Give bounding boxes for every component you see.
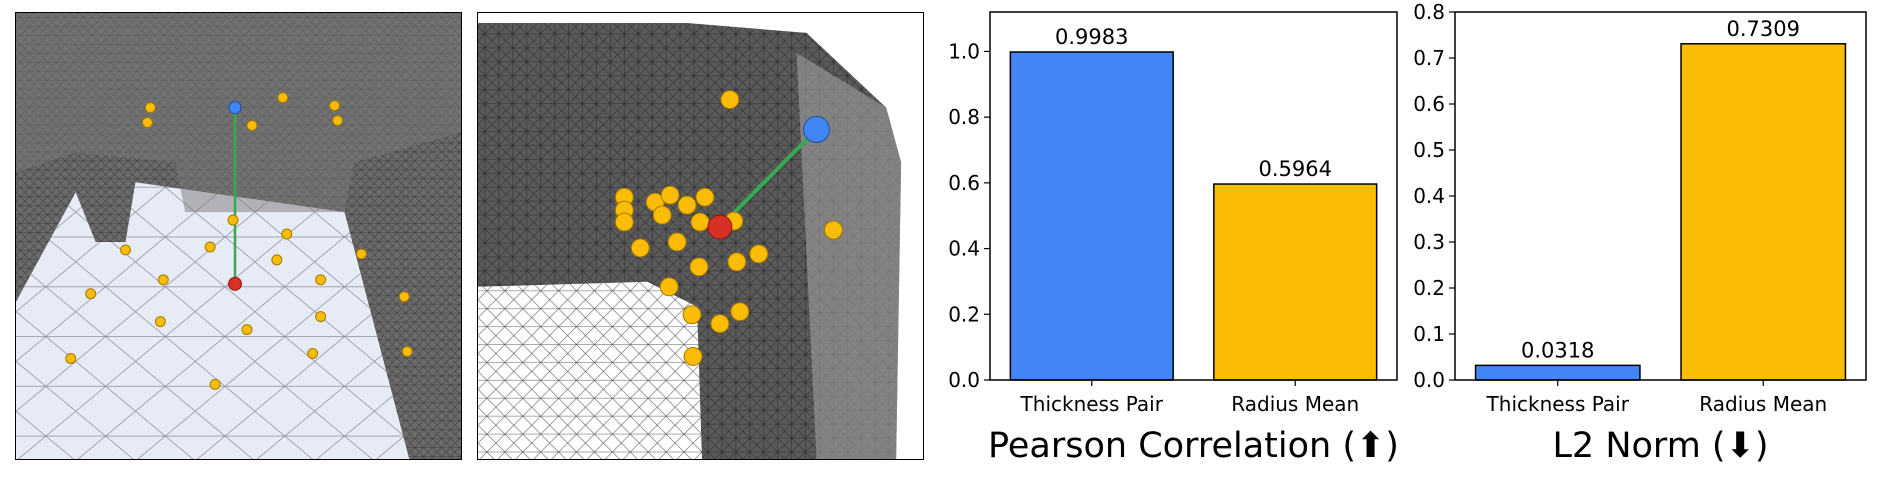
- undefined-ytick-label-3: 0.6: [948, 171, 980, 195]
- undefined-ytick-label-2: 0.2: [1413, 276, 1445, 300]
- mesh-render-front-icon: [16, 13, 461, 459]
- undefined-ytick-label-2: 0.4: [948, 237, 980, 261]
- undefined-ytick-label-0: 0.0: [948, 368, 980, 392]
- mesh-view-closeup: [477, 12, 924, 460]
- undefined-ytick-label-3: 0.3: [1413, 230, 1445, 254]
- undefined-ytick-label-8: 0.8: [1413, 0, 1445, 24]
- undefined-ytick-label-4: 0.8: [948, 105, 980, 129]
- undefined-category-label-0: Thickness Pair: [1020, 392, 1164, 416]
- undefined-plot-frame: [989, 11, 1398, 381]
- undefined-ytick-label-6: 0.6: [1413, 92, 1445, 116]
- undefined-ytick-label-4: 0.4: [1413, 184, 1445, 208]
- undefined-value-label-0: 0.0318: [1521, 338, 1594, 362]
- undefined-bar-0: [1009, 51, 1174, 381]
- undefined-ytick-label-1: 0.2: [948, 302, 980, 326]
- undefined-bar-1: [1213, 183, 1378, 381]
- undefined-value-label-0: 0.9983: [1055, 25, 1128, 49]
- undefined-ytick-label-7: 0.7: [1413, 46, 1445, 70]
- undefined-bar-0: [1474, 364, 1641, 381]
- undefined-value-label-1: 0.7309: [1727, 17, 1800, 41]
- mesh-view-front: [15, 12, 462, 460]
- undefined-chart-title: L2 Norm (⬇): [1552, 426, 1768, 466]
- undefined-category-label-1: Radius Mean: [1231, 392, 1359, 416]
- undefined-plot-frame: [1454, 11, 1867, 381]
- mesh-render-closeup-icon: [478, 13, 923, 459]
- undefined-chart-title: Pearson Correlation (⬆): [988, 426, 1399, 466]
- undefined-ytick-label-5: 1.0: [948, 39, 980, 63]
- undefined-ytick-label-5: 0.5: [1413, 138, 1445, 162]
- undefined-bar-1: [1680, 43, 1847, 381]
- undefined-value-label-1: 0.5964: [1259, 157, 1332, 181]
- undefined-category-label-1: Radius Mean: [1699, 392, 1827, 416]
- undefined-ytick-label-0: 0.0: [1413, 368, 1445, 392]
- undefined-ytick-label-1: 0.1: [1413, 322, 1445, 346]
- undefined-category-label-0: Thickness Pair: [1486, 392, 1630, 416]
